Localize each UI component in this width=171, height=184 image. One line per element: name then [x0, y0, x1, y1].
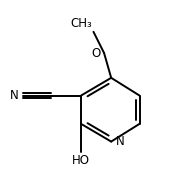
Text: N: N: [10, 89, 19, 102]
Text: O: O: [91, 47, 101, 60]
Text: HO: HO: [72, 154, 90, 167]
Text: CH₃: CH₃: [70, 17, 92, 30]
Text: N: N: [116, 135, 124, 148]
